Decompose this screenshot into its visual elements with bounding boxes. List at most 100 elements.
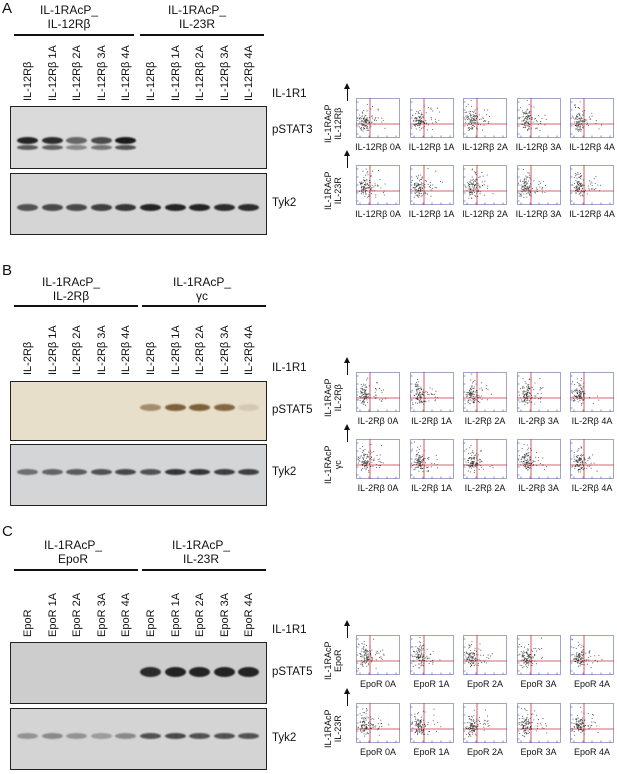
flow-plot-label: IL-12Rβ 4A: [569, 142, 615, 152]
arrow-up-icon: [344, 688, 350, 706]
blot-band: [140, 204, 161, 211]
flow-plot: [356, 703, 400, 743]
blot-band: [189, 469, 211, 475]
flow-plot-label: IL-2Rβ 4A: [571, 483, 613, 493]
panel-b-group-1-bar: [14, 305, 138, 307]
flow-axis-label-line-2: IL-23R: [333, 715, 343, 743]
blot-band: [90, 145, 112, 150]
flow-plot-label: IL-12Rβ 3A: [515, 209, 562, 219]
blot-band: [41, 137, 63, 144]
flow-plot-label: IL-2Rβ 0A: [357, 416, 399, 426]
flow-axis-label-line-1: IL-1RAcP: [323, 445, 333, 484]
panel-a-group-2-title: IL-1RAcP_ IL-23R: [142, 3, 252, 31]
lane-label: IL-2Rβ 2A: [71, 325, 84, 375]
flow-axis-label-line-1: IL-1RAcP: [323, 378, 333, 417]
flow-plot: [463, 372, 507, 412]
panel-a-pstat3-blot: [10, 106, 267, 169]
flow-plot-label: IL-12Rβ 0A: [355, 142, 401, 152]
panel-a-group-2-bar: [140, 34, 264, 36]
blot-band: [41, 733, 63, 739]
blot-band: [164, 733, 186, 739]
blot-band: [115, 733, 137, 739]
flow-plot-label: IL-2Rβ 2A: [464, 483, 506, 493]
blot-band: [90, 469, 112, 475]
lane-label: EpoR 4A: [243, 592, 256, 637]
lane-label: IL-12Rβ 2A: [71, 45, 84, 101]
blot-band: [41, 469, 63, 475]
panel-c-tyk2-blot: [10, 708, 267, 770]
flow-plot: [409, 98, 454, 138]
blot-band: [164, 404, 186, 411]
flow-plot: [356, 372, 400, 412]
group-title-line-2: IL-2Rβ: [52, 289, 90, 303]
blot-band: [66, 137, 88, 144]
lane-label: EpoR 2A: [194, 592, 207, 637]
group-title-line-1: IL-1RAcP_: [171, 538, 231, 552]
arrow-up-icon: [344, 424, 350, 442]
blot-band: [41, 204, 63, 211]
blot-band: [115, 204, 137, 211]
panel-c-blot-1-label: pSTAT5: [272, 666, 313, 678]
flow-row-axis-label: IL-1RAcP γc: [323, 445, 343, 484]
panel-c-lane-header: IL-1R1: [272, 624, 307, 636]
flow-plot: [356, 165, 400, 205]
group-title-line-1: IL-1RAcP_: [167, 3, 227, 17]
flow-axis-label-line-2: IL-23R: [333, 177, 343, 205]
blot-band: [115, 469, 137, 475]
flow-plot: [516, 703, 561, 743]
lane-label: IL-12Rβ 1A: [46, 45, 59, 101]
lane-label: IL-12Rβ 4A: [120, 45, 133, 101]
lane-label: IL-2Rβ 3A: [218, 325, 231, 375]
group-title-line-1: IL-1RAcP_: [41, 275, 101, 289]
lane-label: EpoR 3A: [218, 592, 231, 637]
panel-b-blot-2-label: Tyk2: [272, 466, 297, 478]
blot-band: [213, 404, 235, 411]
blot-band: [66, 733, 88, 739]
panel-c-group-2-bar: [142, 569, 266, 571]
blot-band: [115, 137, 137, 144]
flow-plot-label: EpoR 3A: [520, 679, 557, 689]
group-title-line-2: EpoR: [57, 552, 89, 566]
blot-band: [66, 204, 88, 211]
blot-band: [189, 733, 211, 739]
panel-c-blot-2-label: Tyk2: [272, 732, 297, 744]
flow-plot: [356, 635, 400, 675]
panel-a-blot-1-label: pSTAT3: [272, 124, 313, 136]
lane-label: EpoR 4A: [120, 592, 133, 637]
lane-label: EpoR: [145, 609, 157, 637]
panel-a-tyk2-blot: [10, 173, 267, 235]
lane-label: IL-12Rβ 4A: [243, 45, 256, 101]
flow-axis-label-line-2: IL-12Rβ: [333, 107, 343, 140]
flow-plot: [463, 703, 507, 743]
panel-letter-b: B: [2, 262, 13, 279]
lane-label: IL-2Rβ 3A: [95, 325, 108, 375]
group-title-line-2: IL-23R: [178, 17, 216, 31]
flow-plot-label: IL-2Rβ 1A: [411, 416, 452, 426]
flow-plot-label: IL-12Rβ 0A: [355, 209, 401, 219]
flow-axis-label-line-1: IL-1RAcP: [323, 709, 333, 748]
panel-b-blot-1-label: pSTAT5: [272, 404, 313, 416]
lane-label: IL-12Rβ: [145, 61, 157, 101]
panel-b-group-1-title: IL-1RAcP_ IL-2Rβ: [16, 275, 126, 303]
flow-plot-label: IL-12Rβ 2A: [462, 142, 508, 152]
panel-a-group-1-title: IL-1RAcP_ IL-12Rβ: [14, 3, 124, 31]
panel-b-group-2-title: IL-1RAcP_ γc: [147, 275, 257, 303]
flow-row-axis-label: IL-1RAcP IL-23R: [323, 709, 343, 748]
flow-plot-label: EpoR 0A: [359, 747, 397, 757]
blot-band: [238, 204, 260, 211]
arrow-up-icon: [344, 620, 350, 638]
blot-band: [238, 469, 260, 475]
flow-plot: [570, 635, 614, 675]
arrow-up-icon: [344, 83, 350, 101]
blot-band: [115, 145, 137, 150]
flow-plot: [516, 98, 561, 138]
blot-band: [189, 667, 211, 677]
flow-plot-label: IL-2Rβ 4A: [571, 416, 613, 426]
blot-band: [140, 469, 161, 475]
blot-band: [66, 145, 88, 150]
flow-plot: [463, 439, 507, 479]
flow-plot-label: IL-12Rβ 1A: [408, 209, 455, 219]
flow-plot: [570, 98, 614, 138]
flow-plot: [409, 635, 454, 675]
blot-band: [238, 667, 260, 677]
